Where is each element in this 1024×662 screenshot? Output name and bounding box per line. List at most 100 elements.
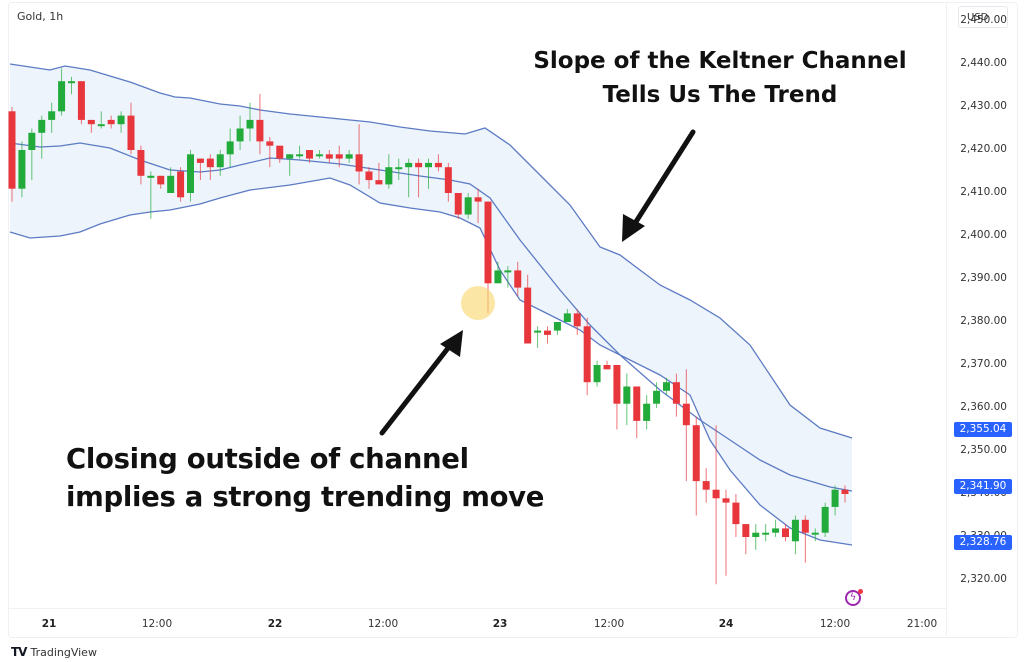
- candle[interactable]: [841, 485, 849, 503]
- annotation-closing-line1: Closing outside of channel: [66, 443, 469, 475]
- candle[interactable]: [514, 261, 522, 297]
- candle[interactable]: [77, 81, 85, 125]
- candle[interactable]: [345, 150, 353, 163]
- candle[interactable]: [216, 150, 224, 176]
- candle[interactable]: [742, 524, 750, 555]
- candle[interactable]: [504, 266, 512, 288]
- candle[interactable]: [583, 317, 591, 396]
- candle[interactable]: [702, 468, 710, 503]
- candle[interactable]: [831, 485, 839, 516]
- candle[interactable]: [236, 115, 244, 150]
- lower-band-tag: 2,328.76: [954, 535, 1012, 551]
- candle[interactable]: [563, 309, 571, 322]
- candle[interactable]: [474, 188, 482, 224]
- candle[interactable]: [791, 515, 799, 555]
- candle[interactable]: [87, 119, 95, 133]
- time-label: 12:00: [141, 618, 173, 630]
- candle[interactable]: [28, 128, 36, 181]
- candle[interactable]: [405, 158, 413, 198]
- candle[interactable]: [226, 128, 234, 168]
- candle[interactable]: [762, 524, 770, 542]
- candle[interactable]: [97, 111, 105, 129]
- candle[interactable]: [68, 76, 75, 95]
- time-label: 22: [267, 618, 283, 630]
- candle[interactable]: [712, 425, 720, 585]
- candle[interactable]: [682, 369, 690, 482]
- candle[interactable]: [782, 524, 789, 542]
- tradingview-logo[interactable]: TV TradingView: [11, 645, 97, 659]
- candle[interactable]: [464, 193, 472, 219]
- candle[interactable]: [187, 150, 194, 202]
- candle[interactable]: [494, 261, 502, 284]
- candle[interactable]: [811, 528, 819, 542]
- candle[interactable]: [196, 158, 204, 181]
- candle[interactable]: [722, 489, 730, 576]
- candle[interactable]: [157, 175, 165, 189]
- candle[interactable]: [256, 94, 264, 155]
- candle[interactable]: [672, 373, 680, 417]
- candle[interactable]: [58, 68, 66, 116]
- candle[interactable]: [246, 102, 254, 142]
- tradingview-brand: TradingView: [30, 645, 97, 659]
- candle[interactable]: [663, 377, 670, 396]
- candle[interactable]: [415, 158, 423, 198]
- candle[interactable]: [544, 326, 551, 344]
- currency-button[interactable]: USD: [958, 6, 1008, 28]
- candle[interactable]: [315, 150, 323, 159]
- candle[interactable]: [772, 519, 780, 537]
- candle[interactable]: [296, 145, 304, 159]
- candle[interactable]: [395, 158, 403, 181]
- candle[interactable]: [375, 162, 383, 185]
- candle[interactable]: [177, 167, 185, 202]
- candle[interactable]: [335, 145, 343, 168]
- candle[interactable]: [801, 515, 809, 563]
- candle[interactable]: [643, 395, 651, 430]
- candle[interactable]: [752, 524, 760, 550]
- candle[interactable]: [821, 502, 829, 537]
- candle[interactable]: [653, 382, 661, 408]
- keltner-band-fill: [10, 64, 852, 545]
- candle[interactable]: [117, 111, 125, 133]
- lower-keltner-band-line: [9, 177, 853, 546]
- candle[interactable]: [8, 107, 16, 202]
- candle[interactable]: [732, 494, 740, 537]
- candle[interactable]: [365, 167, 373, 189]
- candle[interactable]: [534, 326, 542, 348]
- candle[interactable]: [593, 360, 601, 387]
- candle[interactable]: [107, 115, 115, 129]
- candle[interactable]: [167, 167, 175, 193]
- arrow-down-left-icon: [622, 129, 696, 242]
- candle[interactable]: [38, 115, 46, 159]
- candle[interactable]: [355, 124, 363, 185]
- price-label: 2,370.00: [960, 358, 1007, 370]
- candle[interactable]: [385, 154, 393, 189]
- candle[interactable]: [127, 102, 135, 155]
- annotation-closing-line2: implies a strong trending move: [66, 481, 545, 513]
- candle[interactable]: [692, 416, 700, 516]
- candle[interactable]: [48, 102, 56, 133]
- candle[interactable]: [306, 150, 313, 163]
- candle[interactable]: [633, 386, 641, 439]
- candle[interactable]: [276, 145, 284, 163]
- candle[interactable]: [18, 141, 26, 198]
- candle[interactable]: [325, 150, 333, 163]
- candle[interactable]: [266, 137, 274, 168]
- candle[interactable]: [573, 309, 581, 335]
- candle[interactable]: [524, 274, 532, 344]
- price-label: 2,450.00: [960, 14, 1007, 26]
- lightning-icon[interactable]: ϟ: [845, 590, 861, 606]
- candle[interactable]: [613, 365, 621, 430]
- candle[interactable]: [623, 373, 631, 426]
- candle[interactable]: [206, 154, 214, 181]
- candle[interactable]: [444, 162, 452, 202]
- candle[interactable]: [147, 171, 155, 219]
- candle[interactable]: [137, 145, 145, 185]
- time-label: 21:00: [906, 618, 938, 630]
- candle[interactable]: [603, 360, 611, 370]
- candle[interactable]: [454, 193, 462, 219]
- candle[interactable]: [434, 154, 442, 172]
- candle[interactable]: [286, 154, 294, 176]
- candle[interactable]: [553, 322, 561, 335]
- candle[interactable]: [425, 158, 432, 189]
